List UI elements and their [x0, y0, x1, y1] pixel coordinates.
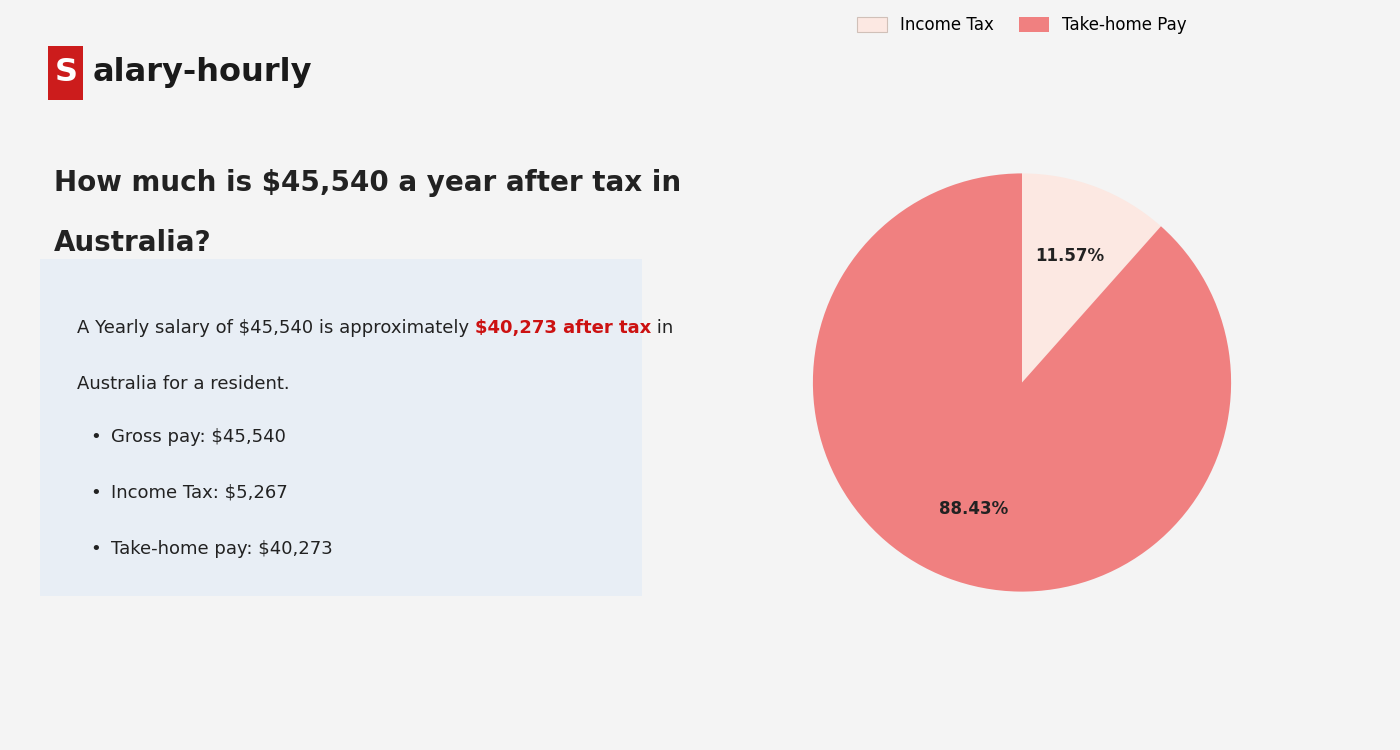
Text: Income Tax: $5,267: Income Tax: $5,267 — [111, 484, 287, 502]
Text: alary-hourly: alary-hourly — [92, 57, 312, 88]
Text: 88.43%: 88.43% — [939, 500, 1008, 518]
Text: •: • — [91, 540, 101, 558]
Text: $40,273 after tax: $40,273 after tax — [475, 319, 651, 337]
Text: How much is $45,540 a year after tax in: How much is $45,540 a year after tax in — [53, 169, 680, 196]
Text: •: • — [91, 484, 101, 502]
Wedge shape — [813, 173, 1231, 592]
Legend: Income Tax, Take-home Pay: Income Tax, Take-home Pay — [850, 10, 1194, 40]
Text: •: • — [91, 427, 101, 445]
Text: Australia for a resident.: Australia for a resident. — [77, 375, 290, 393]
Wedge shape — [1022, 173, 1161, 382]
FancyBboxPatch shape — [41, 259, 641, 596]
Text: in: in — [651, 319, 673, 337]
Text: Australia?: Australia? — [53, 229, 211, 256]
Text: 11.57%: 11.57% — [1036, 247, 1105, 265]
Text: S: S — [55, 57, 77, 88]
Text: Take-home pay: $40,273: Take-home pay: $40,273 — [111, 540, 333, 558]
FancyBboxPatch shape — [49, 46, 84, 100]
Text: A Yearly salary of $45,540 is approximately: A Yearly salary of $45,540 is approximat… — [77, 319, 475, 337]
Text: Gross pay: $45,540: Gross pay: $45,540 — [111, 427, 286, 445]
